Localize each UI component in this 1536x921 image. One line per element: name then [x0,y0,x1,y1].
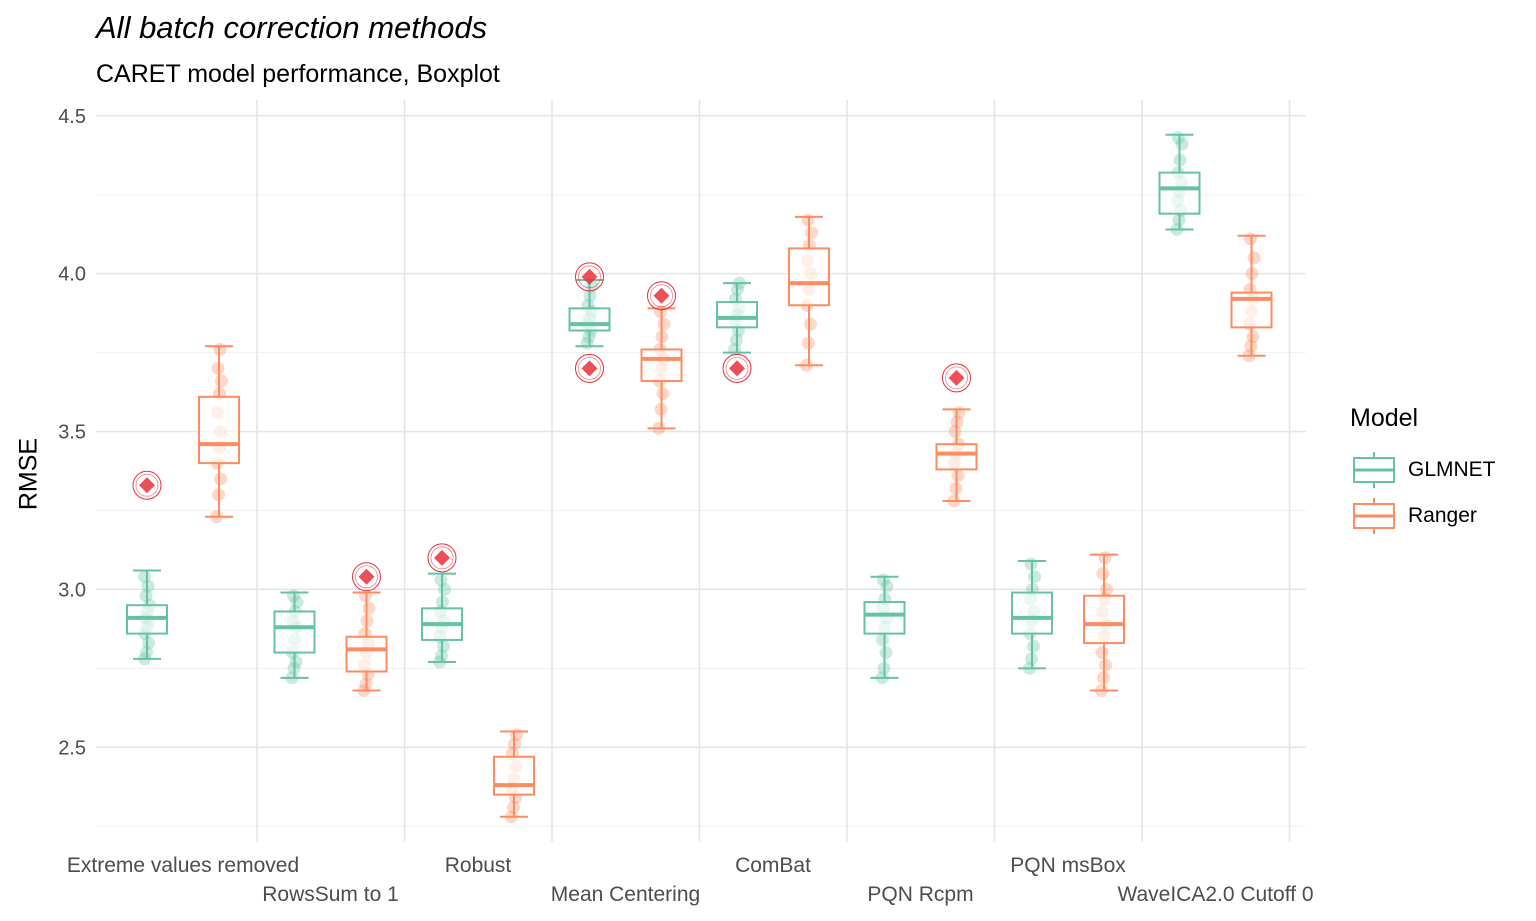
box [198,395,240,465]
x-tick-label: PQN Rcpm [867,883,973,906]
x-tick-label: Robust [445,854,512,877]
box [1083,594,1125,645]
outlier-ring-inner [650,284,673,308]
data-point [1099,658,1112,672]
outlier-ring [132,470,162,500]
box [716,301,758,329]
data-point [289,655,303,669]
outlier-ring-inner [430,546,454,570]
legend-key-ranger [1353,498,1395,534]
x-tick-label: ComBat [735,854,811,877]
outlier-ring [722,353,752,383]
outlier-marker [581,360,598,377]
data-point [138,570,151,584]
outlier-marker [581,268,598,285]
data-point [437,639,450,653]
data-point [1028,570,1041,584]
box [863,601,906,635]
x-tick-label: Mean Centering [551,883,700,906]
data-point [142,636,155,650]
legend-title: Model [1350,404,1419,432]
data-point [952,406,966,420]
outlier-ring-inner [355,565,378,589]
outlier-ring [575,353,604,383]
legend-label-ranger: Ranger [1408,504,1477,527]
legend-item-ranger: Ranger [1350,493,1496,539]
data-point [1027,639,1040,653]
data-point [215,374,228,388]
box [493,755,535,796]
y-tick-label: 2.5 [58,737,86,759]
outlier-ring-inner [578,356,601,380]
outlier-ring-inner [135,473,159,497]
box [1158,171,1201,215]
outlier-marker [948,369,965,386]
box [640,348,683,383]
data-point [948,425,962,439]
box [1011,591,1053,635]
data-point [214,472,227,486]
data-point [1095,646,1109,660]
data-point [805,226,818,240]
outlier-ring [647,281,676,311]
chart-title: All batch correction methods [96,10,488,45]
data-point [879,646,893,660]
outlier-ring-inner [578,265,601,289]
box [788,247,830,307]
legend-key-glmnet [1353,452,1395,488]
x-tick-label: Extreme values removed [67,854,299,877]
outlier-marker [729,360,745,377]
y-tick-label: 3.5 [58,422,86,444]
data-point [362,601,376,615]
outlier-ring [575,262,604,292]
data-point [510,728,523,742]
data-point [656,387,670,401]
x-tick-label: WaveICA2.0 Cutoff 0 [1117,883,1313,906]
outlier-marker [653,287,670,304]
data-point [1100,582,1113,596]
chart-subtitle: CARET model performance, Boxplot [96,60,500,88]
data-point [1246,330,1260,344]
outlier-ring [942,363,971,393]
outlier-ring [352,562,381,592]
y-tick-label: 4.0 [58,264,86,286]
outlier-ring-inner [725,356,749,380]
y-tick-label: 4.5 [58,106,86,128]
box [273,610,316,654]
legend: Model GLMNET Ranger [1350,404,1496,539]
outlier-ring [427,543,457,573]
data-point [1247,251,1261,265]
data-point [951,469,965,483]
data-point [876,633,889,647]
legend-item-glmnet: GLMNET [1350,447,1496,493]
outlier-marker [358,568,375,585]
data-point [657,317,671,331]
box [345,635,388,673]
x-tick-label: PQN msBox [1010,854,1126,877]
outlier-marker [139,477,155,494]
outlier-marker [434,549,450,566]
x-tick-label: RowsSum to 1 [262,883,399,906]
outlier-ring-inner [945,366,968,390]
box [568,307,611,332]
box [935,443,978,471]
data-point [804,317,817,331]
legend-label-glmnet: GLMNET [1408,458,1496,481]
y-tick-label: 3.0 [58,579,86,601]
